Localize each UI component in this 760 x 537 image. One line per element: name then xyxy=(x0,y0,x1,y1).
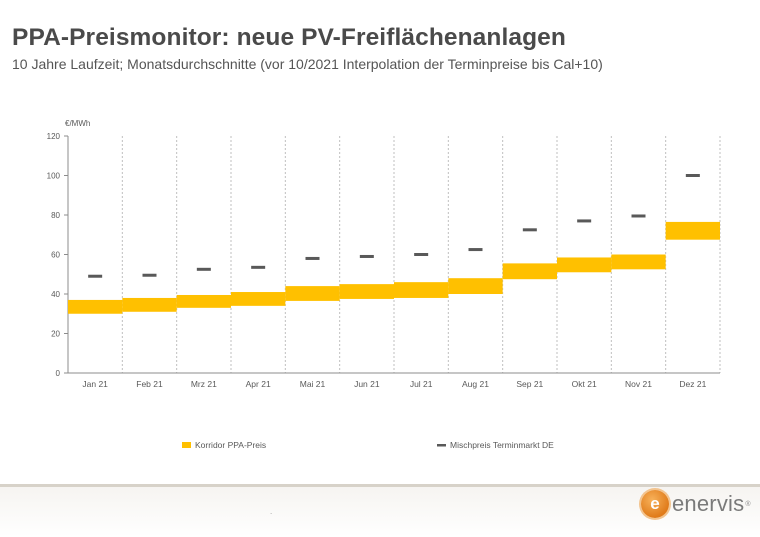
x-tick-label: Jun 21 xyxy=(354,379,380,389)
market-price-marker xyxy=(631,214,646,218)
y-tick-label: 120 xyxy=(47,132,61,141)
y-tick-label: 60 xyxy=(51,251,60,260)
legend-label-ppa: Korridor PPA-Preis xyxy=(195,440,266,450)
x-tick-label: Dez 21 xyxy=(679,379,706,389)
ppa-range-bar xyxy=(285,286,340,301)
registered-mark: ® xyxy=(745,500,751,508)
market-price-marker xyxy=(88,274,103,278)
market-price-marker xyxy=(685,174,700,177)
footer-dot: . xyxy=(270,507,273,516)
legend-label-market: Mischpreis Terminmarkt DE xyxy=(450,440,554,450)
x-tick-label: Jul 21 xyxy=(410,379,433,389)
market-price-marker xyxy=(577,219,592,223)
ppa-range-bar xyxy=(665,221,720,240)
x-tick-label: Feb 21 xyxy=(136,379,163,389)
ppa-range-bar xyxy=(176,294,231,308)
market-price-marker xyxy=(196,267,211,271)
enervis-logo: e enervis ® xyxy=(641,489,751,519)
ppa-range-bar xyxy=(448,278,503,294)
x-tick-label: Mai 21 xyxy=(300,379,326,389)
page-subtitle: 10 Jahre Laufzeit; Monatsdurchschnitte (… xyxy=(12,56,603,72)
legend-swatch-market xyxy=(437,444,446,447)
ppa-range-bar xyxy=(339,284,394,299)
market-price-marker xyxy=(251,265,266,269)
x-tick-label: Nov 21 xyxy=(625,379,652,389)
footer-band xyxy=(0,487,760,537)
x-tick-label: Jan 21 xyxy=(82,379,108,389)
market-price-marker xyxy=(142,273,157,277)
ppa-range-bar xyxy=(231,292,286,306)
x-tick-label: Sep 21 xyxy=(516,379,543,389)
logo-icon: e xyxy=(641,490,669,518)
page-title: PPA-Preismonitor: neue PV-Freiflächenanl… xyxy=(12,24,566,51)
x-tick-label: Okt 21 xyxy=(572,379,597,389)
legend-swatch-ppa xyxy=(182,442,191,448)
x-tick-label: Apr 21 xyxy=(246,379,271,389)
y-tick-label: 100 xyxy=(47,172,61,181)
logo-text: enervis xyxy=(672,491,745,516)
y-axis-label: €/MWh xyxy=(65,119,90,128)
ppa-range-bar xyxy=(394,282,449,298)
x-tick-label: Mrz 21 xyxy=(191,379,217,389)
y-tick-label: 20 xyxy=(51,330,60,339)
footer-divider xyxy=(0,484,760,487)
ppa-range-bar xyxy=(68,299,123,314)
y-tick-label: 80 xyxy=(51,211,60,220)
ppa-range-bar xyxy=(122,297,177,312)
price-chart: 0 20 40 60 80 100 120 €/MWh Jan 21 Feb 21 Mrz 21 Ap… xyxy=(47,119,721,450)
x-tick-label: Aug 21 xyxy=(462,379,489,389)
market-price-marker xyxy=(359,254,374,258)
market-price-marker xyxy=(522,228,537,232)
ppa-range-bar xyxy=(611,254,666,270)
ppa-range-bar xyxy=(502,263,557,280)
ppa-range-bar xyxy=(557,257,612,273)
market-price-marker xyxy=(468,248,483,252)
market-price-marker xyxy=(305,256,320,260)
y-tick-label: 0 xyxy=(56,369,61,378)
market-price-marker xyxy=(414,253,429,256)
y-tick-label: 40 xyxy=(51,290,60,299)
